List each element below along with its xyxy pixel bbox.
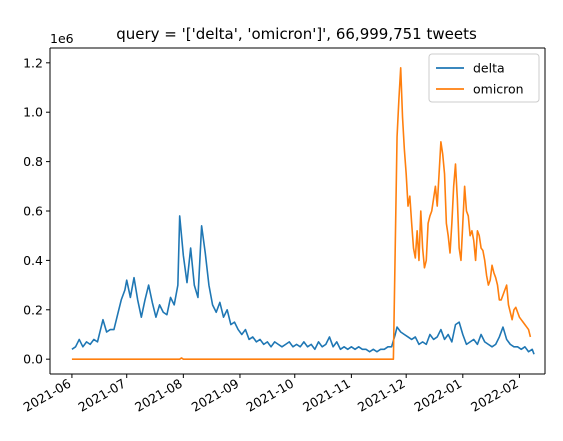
legend-box: [428, 53, 540, 103]
series-layer: [71, 66, 535, 360]
y-tick-label: 1.2: [23, 55, 43, 70]
x-tick-label: 2021-12: [355, 376, 408, 415]
y-tick-label: 0.0: [23, 352, 43, 367]
legend: delta omicron: [428, 53, 540, 103]
axes-frame: [49, 47, 546, 375]
chart-title: query = '['delta', 'omicron']', 66,999,7…: [116, 25, 477, 43]
legend-label-delta: delta: [473, 61, 505, 76]
x-tick-label: 2021-07: [75, 376, 128, 415]
x-tick-label: 2022-01: [412, 376, 465, 415]
y-tick-label: 0.2: [23, 302, 43, 317]
x-tick-label: 2021-09: [189, 376, 242, 415]
x-tick-label: 2021-08: [132, 376, 185, 415]
y-tick-label: 0.8: [23, 154, 43, 169]
x-tick-label: 2021-06: [21, 376, 74, 415]
legend-label-omicron: omicron: [473, 82, 524, 97]
series-line-delta: [71, 215, 535, 355]
x-axis-ticks: 2021-06 2021-07 2021-08 2021-09 2021-10 2021-…: [21, 374, 521, 415]
x-tick-label: 2022-02: [468, 376, 521, 415]
series-line-omicron: [71, 66, 532, 360]
x-tick-label: 2021-10: [244, 376, 297, 415]
y-tick-label: 0.6: [23, 204, 43, 219]
y-axis-offset-label: 1e6: [50, 31, 74, 46]
y-tick-label: 1.0: [23, 105, 43, 120]
x-tick-label: 2021-11: [300, 376, 353, 415]
y-axis-ticks: 0.0 0.2 0.4 0.6 0.8 1.0 1.2: [23, 55, 50, 367]
y-tick-label: 0.4: [23, 253, 43, 268]
